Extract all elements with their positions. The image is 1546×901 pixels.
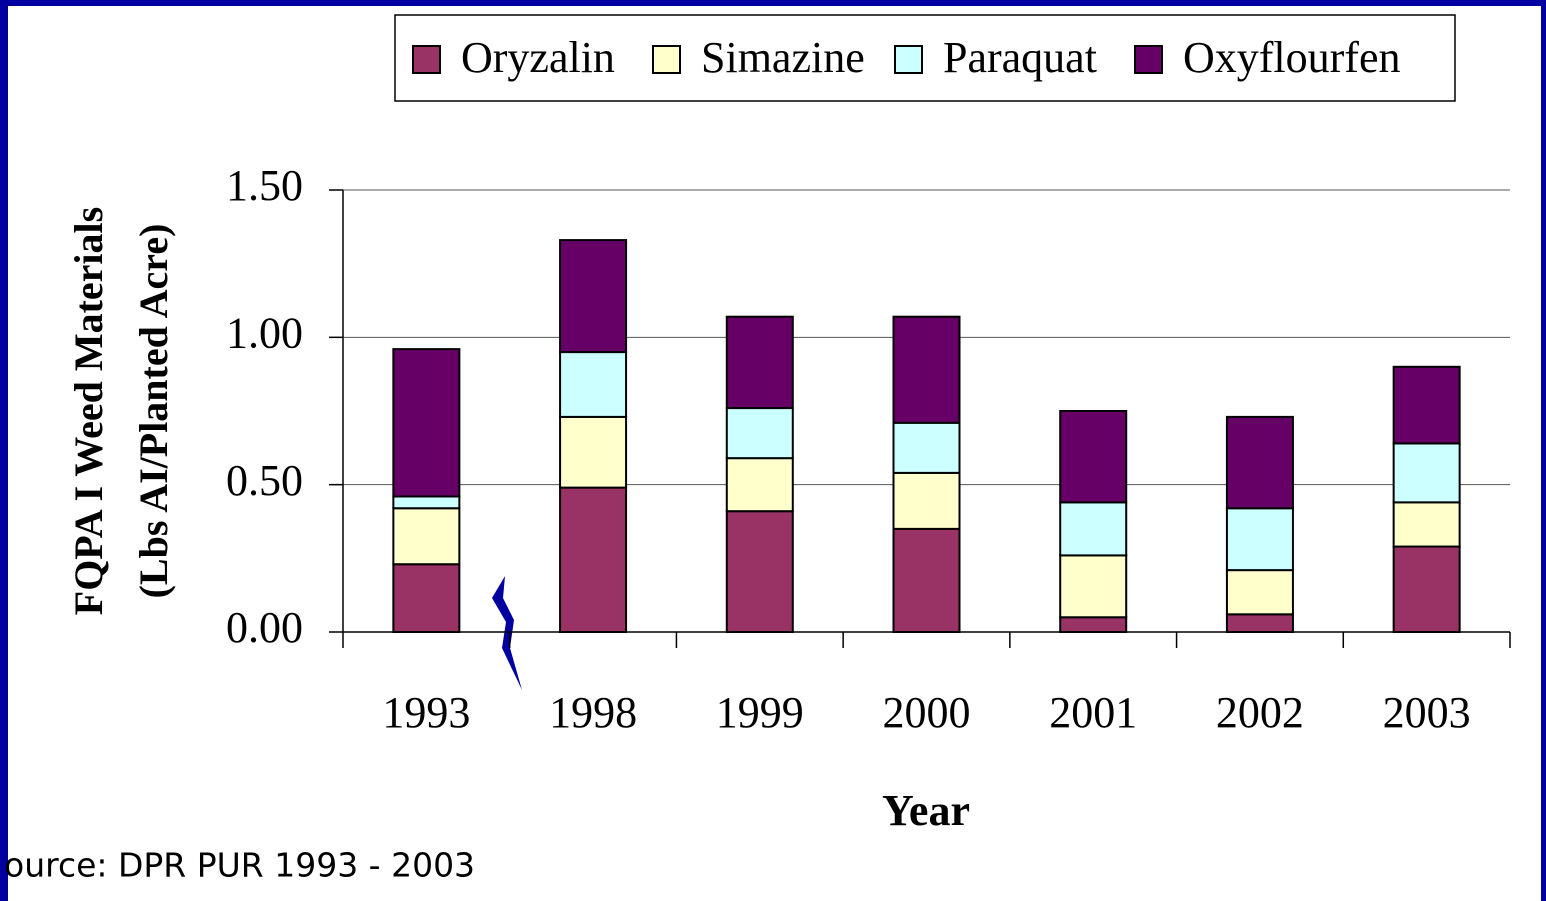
axis-break [492,576,522,690]
bar-segment [1392,365,1461,445]
bar-segment [392,348,461,498]
legend-label: Oxyflourfen [1183,33,1401,82]
bar-segment [1225,613,1294,634]
bar-segment [559,239,628,354]
x-tick-label: 2003 [1383,688,1471,737]
bar-segment [1059,554,1128,619]
bar-segment [725,315,794,410]
bar-segment [392,563,461,634]
x-tick-label: 2000 [883,688,971,737]
legend-box [394,14,1456,102]
frame-left [0,0,8,901]
bar-segment [892,421,961,474]
legend-label: Oryzalin [461,33,615,82]
bar-segment [392,507,461,566]
legend-swatch [894,45,923,74]
bar-segment [1392,442,1461,504]
y-tick-label: 0.00 [226,603,303,652]
legend-label: Paraquat [943,33,1097,82]
y-tick-label: 1.50 [226,161,303,210]
x-tick-label: 1999 [716,688,804,737]
y-axis-label: (Lbs AI/Planted Acre) [131,224,176,599]
bar-segment [1392,545,1461,634]
y-tick-label: 1.00 [226,308,303,357]
legend-swatch [412,45,441,74]
y-tick-label: 0.50 [226,456,303,505]
bar-segment [1225,507,1294,572]
y-axis-label: FQPA I Weed Materials [66,207,111,615]
source-note: ource: DPR PUR 1993 - 2003 [4,846,475,885]
legend-swatch [652,45,681,74]
bar-segment [559,351,628,418]
bar-segment [1392,501,1461,548]
x-tick-label: 2002 [1216,688,1304,737]
bar-segment [559,486,628,634]
x-tick-label: 1998 [549,688,637,737]
bar-segment [1059,410,1128,504]
bar-segment [1225,569,1294,616]
bar-segment [559,415,628,489]
bar-segment [725,457,794,513]
bar-segment [1225,415,1294,510]
bar-segment [892,471,961,530]
bar-segment [392,495,461,510]
legend-swatch [1134,45,1163,74]
bar-segment [725,407,794,460]
bar-segment [725,510,794,634]
bar-segment [892,527,961,633]
x-axis-label: Year [882,786,970,835]
bar-segment [892,315,961,424]
legend-label: Simazine [701,33,865,82]
bar-segment [1059,501,1128,557]
x-tick-label: 1993 [382,688,470,737]
frame-top [0,0,1546,6]
bar-segment [1059,616,1128,633]
x-tick-label: 2001 [1049,688,1137,737]
frame-right [1541,0,1546,901]
